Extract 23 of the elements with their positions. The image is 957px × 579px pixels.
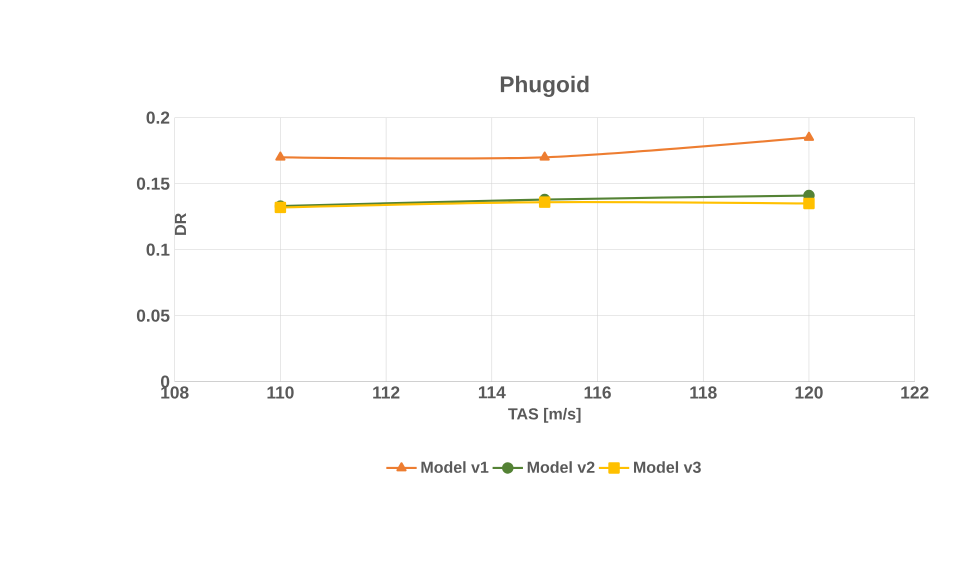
x-tick-label: 108	[161, 386, 189, 399]
x-tick-label: 112	[373, 386, 400, 398]
chart-title: Phugoid	[500, 76, 589, 97]
y-tick-label: 0.1	[146, 244, 170, 256]
x-tick-label: 120	[796, 386, 823, 399]
y-tick-label: 0.15	[136, 178, 170, 190]
x-tick-label: 118	[690, 386, 717, 399]
point	[803, 198, 815, 210]
legend-label: Model v3	[634, 461, 701, 473]
legend-label: Model v1	[421, 461, 488, 473]
legend-label: Model v2	[528, 461, 594, 473]
x-tick-label: 116	[584, 386, 611, 399]
y-tick-label: 0.05	[136, 310, 170, 322]
point	[540, 152, 550, 161]
point	[804, 132, 814, 141]
point	[275, 152, 286, 161]
x-axis-title: TAS [m/s]	[508, 408, 581, 423]
x-tick-label: 114	[478, 386, 506, 398]
point	[538, 196, 550, 208]
y-axis-title: DR	[174, 213, 186, 235]
x-tick-label: 110	[267, 386, 294, 399]
x-tick-label: 122	[901, 386, 928, 398]
y-tick-label: 0.2	[146, 112, 170, 124]
